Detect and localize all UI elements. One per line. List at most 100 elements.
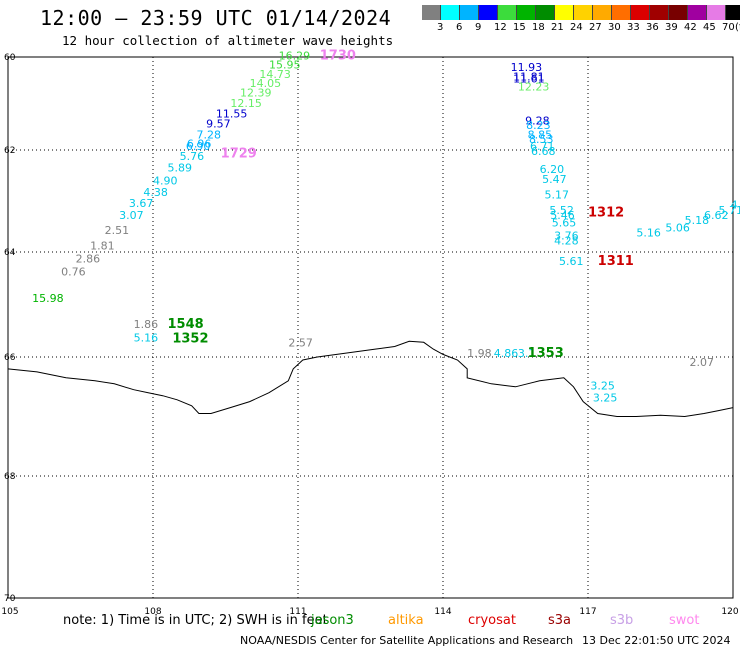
satellite-label-s3b: s3b: [610, 613, 634, 628]
wave-height-label: 2.86: [76, 253, 101, 266]
wave-height-label: 9.57: [206, 118, 231, 131]
wave-height-label: 6.90: [186, 140, 211, 153]
wave-height-label: 5.52: [549, 204, 574, 217]
legend-label: 42: [684, 22, 697, 33]
wave-height-label: 5.89: [168, 161, 193, 174]
wave-height-label: 3.07: [119, 209, 143, 222]
wave-height-label: 5.71: [719, 204, 740, 217]
wave-height-label: 8.85: [528, 128, 553, 141]
legend-swatch: [593, 5, 612, 20]
legend-label: 15: [513, 22, 526, 33]
pass-time-label: 1312: [588, 205, 624, 220]
legend-unit: (ft): [735, 22, 740, 33]
legend-label: 27: [589, 22, 602, 33]
wave-height-label: 1.86: [134, 318, 159, 331]
legend-swatch: [574, 5, 593, 20]
axis-tick-labels: 105 108 111 114 117 120 60 62 64 66 68 70: [1, 53, 738, 617]
legend-swatch: [555, 5, 574, 20]
wave-height-label: 11.81: [513, 70, 545, 83]
lon-tick-label: 114: [434, 607, 451, 617]
wave-height-label: 3.25: [590, 380, 615, 393]
legend-label: 21: [551, 22, 564, 33]
pass-time-label: 1729: [221, 147, 257, 162]
legend-swatch: [460, 5, 479, 20]
pass-time-label: 1311: [598, 254, 634, 269]
wave-height-label: 3.1: [518, 347, 536, 360]
legend-swatch: [517, 5, 536, 20]
satellite-label-cryosat: cryosat: [468, 613, 516, 628]
wave-height-label: 5.06: [665, 222, 690, 235]
wave-height-label: 6.71: [530, 140, 555, 153]
wave-height-label: 5.16: [636, 227, 661, 240]
legend-label: 6: [456, 22, 463, 33]
legend-swatch: [422, 5, 441, 20]
pass-time-label: 1352: [172, 331, 208, 346]
wave-height-label: 3.67: [129, 197, 154, 210]
lat-tick-label: 64: [4, 248, 16, 258]
wave-height-label: 12.15: [230, 97, 261, 110]
legend-swatch: [479, 5, 498, 20]
wave-height-label: 0.76: [61, 266, 86, 279]
satellite-label-altika: altika: [388, 613, 424, 628]
legend-label: 9: [475, 22, 482, 33]
wave-height-label: 5.46: [550, 209, 575, 222]
wave-height-label: 5.47: [542, 173, 567, 186]
wave-height-label: 4.90: [153, 175, 178, 188]
wave-height-label: 5.76: [180, 150, 205, 163]
legend-label: 70: [722, 22, 735, 33]
footer-credit: NOAA/NESDIS Center for Satellite Applica…: [240, 634, 574, 647]
wave-height-label: 14.73: [259, 68, 291, 81]
wave-height-label: 4: [731, 199, 738, 212]
wave-height-label: 8.23: [526, 119, 551, 132]
wave-height-label: 1.81: [90, 239, 115, 252]
legend-label: 36: [646, 22, 659, 33]
footer-timestamp: 13 Dec 22:01:50 UTC 2024: [582, 634, 731, 647]
wave-height-label: 5.61: [559, 255, 584, 268]
pass-time-label: 1730: [320, 48, 356, 63]
pass-time-label: 1353: [528, 346, 564, 361]
legend-label: 3: [437, 22, 444, 33]
lat-tick-label: 62: [4, 146, 15, 156]
wave-height-label: 11.55: [216, 107, 248, 120]
legend-label: 24: [570, 22, 583, 33]
wave-height-label: 2.51: [105, 224, 129, 237]
lat-tick-label: 60: [4, 53, 16, 63]
lon-tick-label: 111: [289, 607, 306, 617]
wave-height-label: 4.86: [494, 347, 519, 360]
lon-tick-label: 117: [579, 607, 596, 617]
wave-height-label: 5.16: [134, 331, 159, 344]
wave-height-label: 3.25: [593, 392, 618, 405]
wave-height-label: 9.28: [525, 114, 550, 127]
wave-height-observations: 16.2915.9514.7314.0512.3912.1511.559.577…: [32, 49, 740, 404]
satellite-label-swot: swot: [669, 613, 700, 628]
wave-height-label: 4.28: [554, 234, 579, 247]
legend-label: 12: [494, 22, 507, 33]
satellite-label-s3a: s3a: [548, 613, 572, 628]
wave-height-label: 4.38: [143, 186, 168, 199]
footer-note: note: 1) Time is in UTC; 2) SWH is in fe…: [63, 613, 328, 628]
legend-swatch: [726, 5, 740, 20]
legend-label: 18: [532, 22, 545, 33]
lon-tick-label: 120: [721, 607, 738, 617]
wave-height-label: 15.98: [32, 292, 64, 305]
legend-swatch: [612, 5, 631, 20]
wave-height-label: 2.57: [288, 337, 313, 350]
legend-swatch: [669, 5, 688, 20]
wave-height-label: 14.05: [250, 77, 282, 90]
map-title: 12:00 — 23:59 UTC 01/14/2024: [40, 6, 392, 30]
wave-height-label: 5.17: [545, 188, 570, 201]
coastline-layer: [7, 340, 734, 418]
wave-height-label: 6.62: [704, 209, 729, 222]
legend-label: 39: [665, 22, 678, 33]
wave-height-label: 15.95: [269, 59, 301, 72]
legend-swatch: [441, 5, 460, 20]
lon-tick-label: 108: [144, 607, 161, 617]
legend-label: 30: [608, 22, 621, 33]
lon-tick-label: 105: [1, 607, 18, 617]
map-subtitle: 12 hour collection of altimeter wave hei…: [62, 33, 394, 48]
wave-height-label: 12.39: [240, 87, 272, 100]
wave-height-label: 5.18: [685, 214, 710, 227]
